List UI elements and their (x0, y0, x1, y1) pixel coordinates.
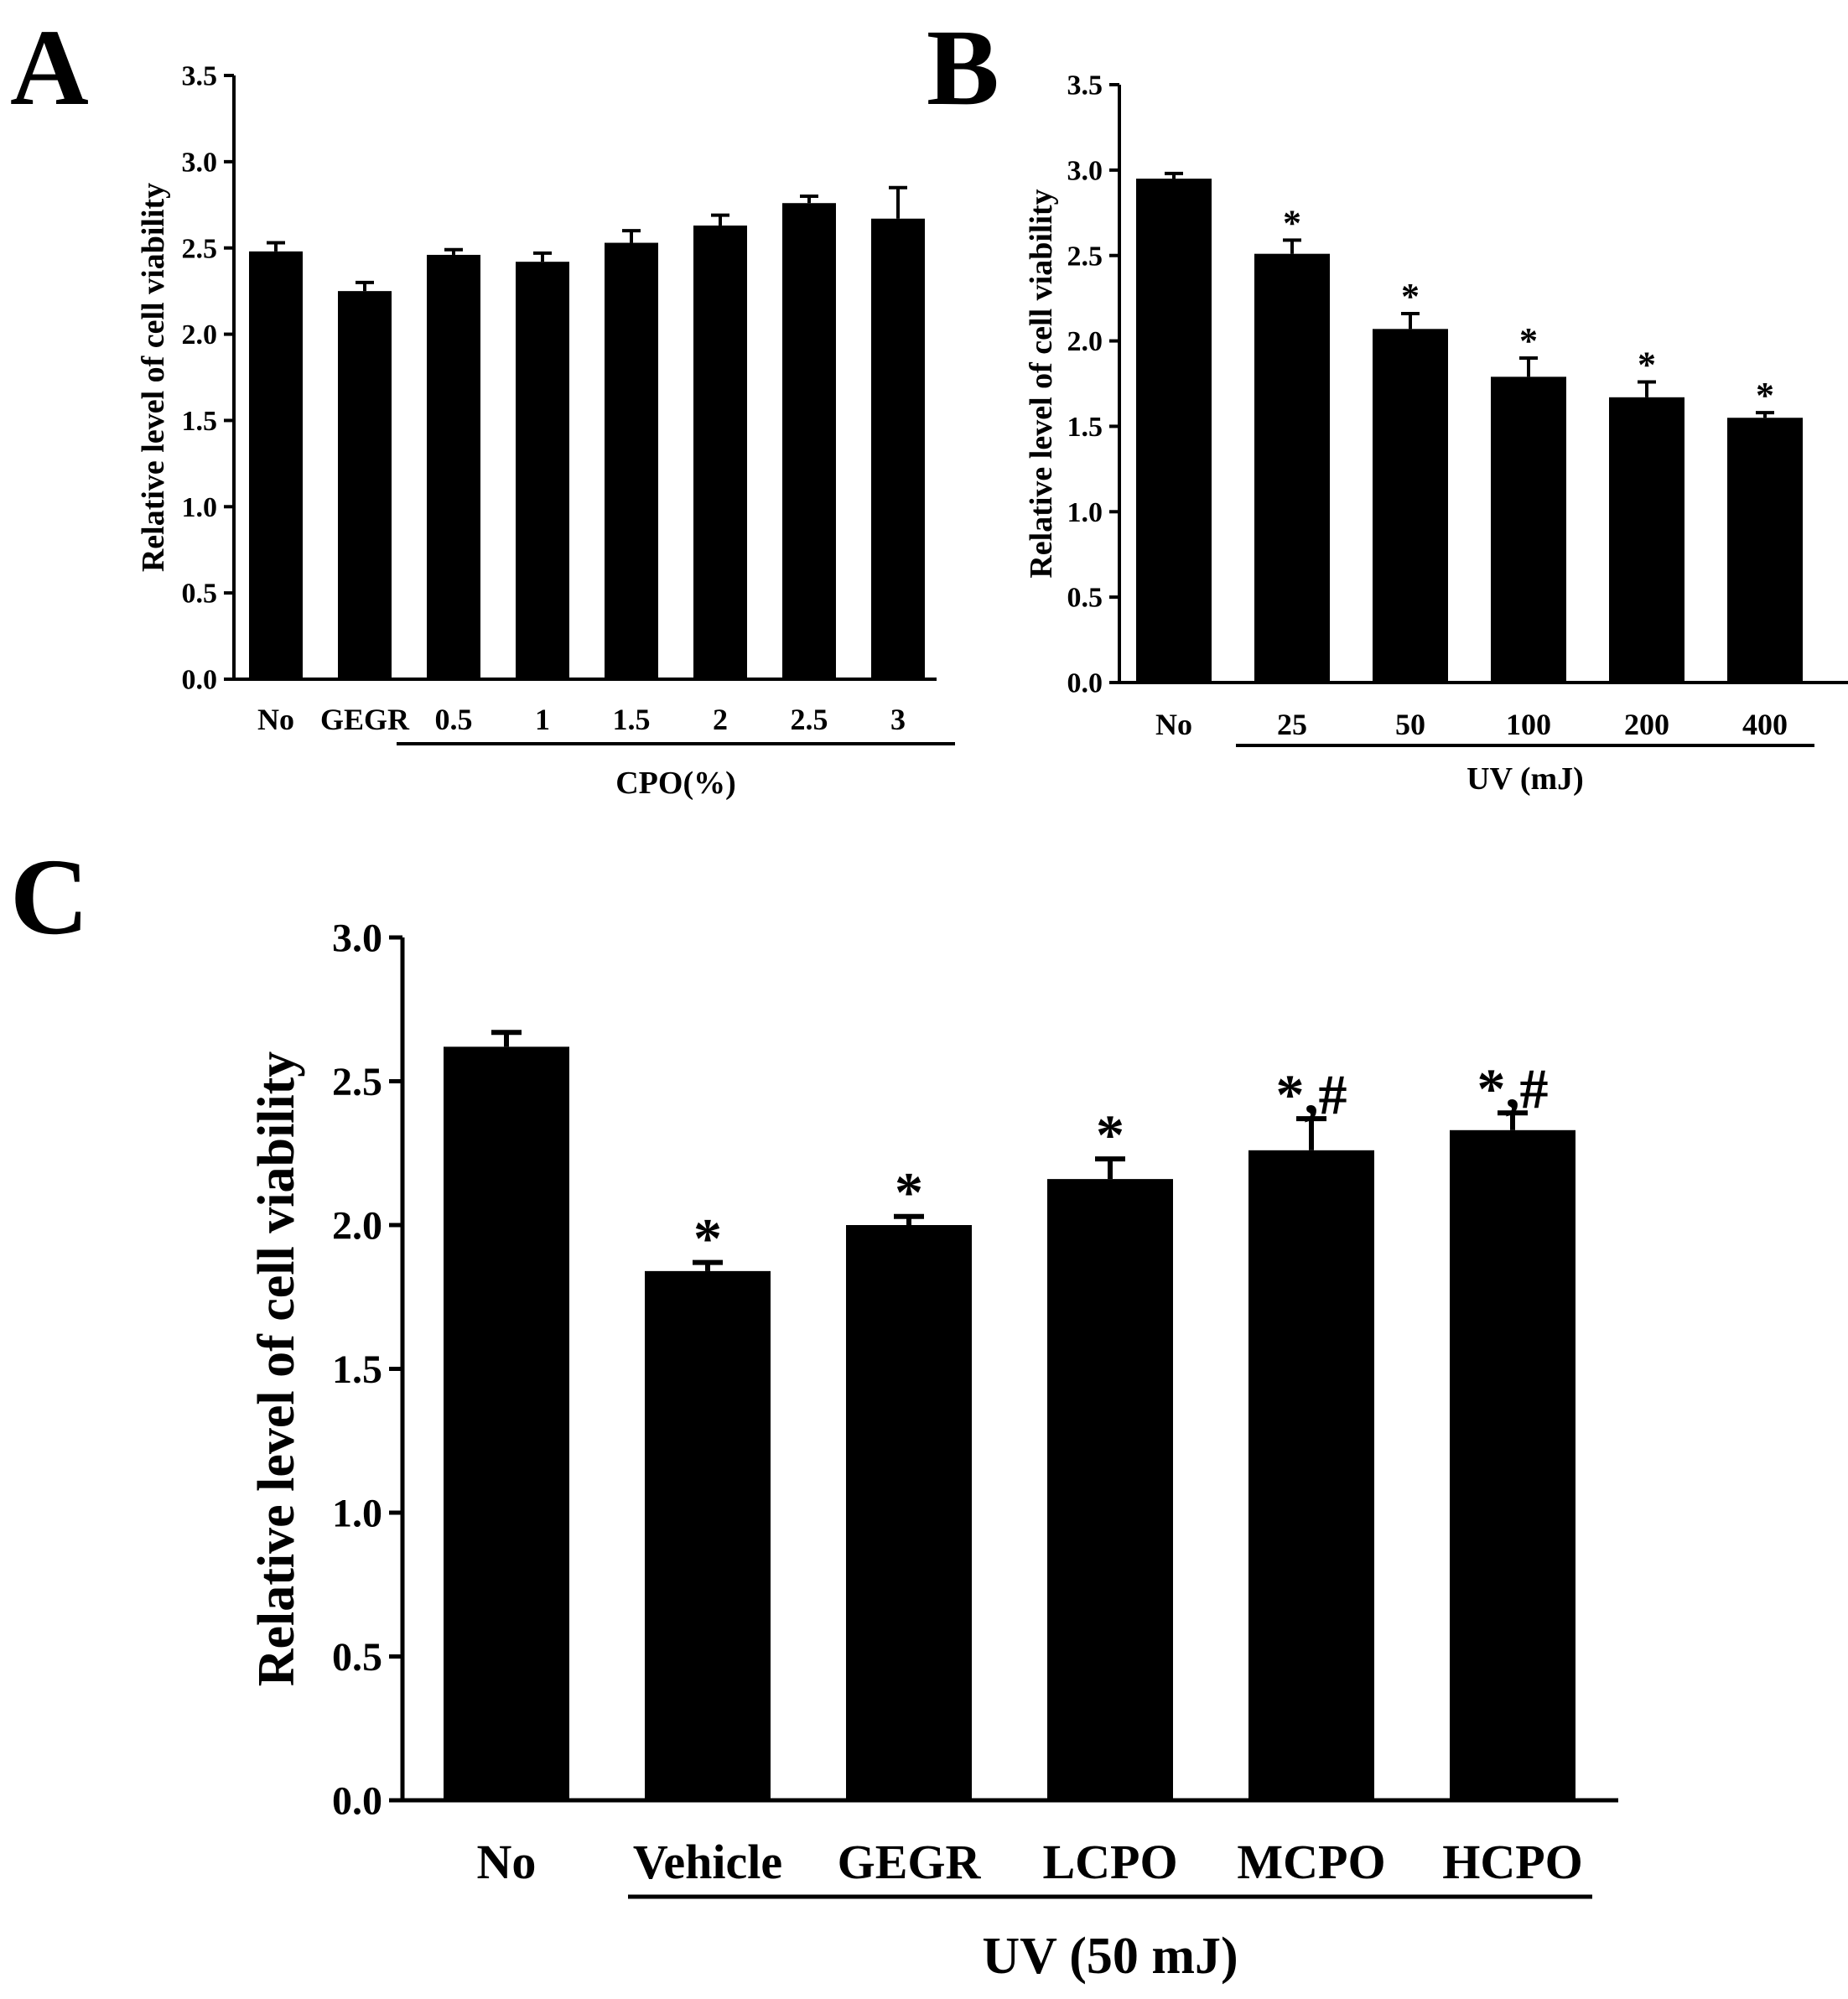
category-label: Vehicle (633, 1835, 782, 1889)
y-tick-label: 1.0 (1067, 497, 1103, 528)
significance-label: * (1283, 202, 1301, 243)
category-label: 200 (1624, 708, 1669, 741)
significance-label: * (1096, 1103, 1124, 1166)
panel-a-letter: A (10, 8, 89, 128)
y-tick-label: 3.0 (182, 147, 218, 178)
y-tick-label: 2.5 (332, 1060, 382, 1104)
y-tick-label: 2.5 (182, 233, 218, 264)
bar (516, 262, 569, 679)
bar (338, 291, 392, 679)
category-label: 2 (713, 703, 728, 736)
bar (846, 1225, 972, 1800)
category-label: 3 (890, 703, 906, 736)
bar (444, 1046, 569, 1800)
chart-a: 0.0 0.5 1.0 1.5 2.0 2.5 3.0 3.5 Relative level o… (136, 61, 955, 801)
category-label: GEGR (838, 1835, 982, 1889)
bar (249, 251, 303, 679)
y-tick-label: 2.5 (1067, 241, 1103, 272)
bar (1727, 418, 1803, 683)
bar (427, 254, 480, 679)
category-label: HCPO (1442, 1835, 1583, 1889)
chart-c: 0.0 0.5 1.0 1.5 2.0 2.5 3.0 Relative level of c… (248, 916, 1618, 1985)
y-tick-label: 2.0 (332, 1203, 382, 1248)
category-label: LCPO (1042, 1835, 1177, 1889)
y-tick-label: 2.0 (1067, 326, 1103, 357)
y-tick-label: 2.0 (182, 319, 218, 350)
group-label: UV (50 mJ) (982, 1928, 1238, 1985)
bar (1609, 397, 1684, 683)
bar (693, 225, 747, 679)
bar (1254, 253, 1330, 683)
bar (1047, 1179, 1173, 1800)
bar (1136, 179, 1212, 683)
significance-label: * (1638, 344, 1656, 385)
y-tick-label: 0.0 (1067, 668, 1103, 699)
significance-label: *,# (1276, 1062, 1347, 1126)
category-label: 25 (1277, 708, 1307, 741)
category-label: MCPO (1237, 1835, 1385, 1889)
category-label: 100 (1506, 708, 1551, 741)
significance-label: * (1519, 320, 1538, 361)
y-axis-label: Relative level of cell viability (248, 1051, 305, 1687)
significance-label: * (693, 1207, 722, 1270)
y-axis-label: Relative level of cell viability (1024, 189, 1059, 578)
group-label: CPO(%) (615, 766, 736, 801)
y-tick-label: 1.5 (332, 1347, 382, 1392)
y-tick-label: 1.5 (1067, 412, 1103, 443)
y-tick-label: 3.5 (1067, 70, 1103, 101)
bar (1373, 329, 1448, 683)
category-label: 0.5 (435, 703, 473, 736)
significance-label: * (1401, 276, 1420, 317)
y-tick-label: 1.0 (332, 1491, 382, 1535)
y-tick-label: 1.5 (182, 406, 218, 437)
category-label: 400 (1742, 708, 1788, 741)
y-tick-label: 0.5 (332, 1635, 382, 1680)
significance-label: *,# (1477, 1057, 1549, 1120)
significance-label: * (895, 1160, 923, 1224)
y-tick-label: 0.5 (1067, 583, 1103, 614)
y-tick-label: 0.0 (332, 1778, 382, 1823)
bar (871, 218, 925, 679)
panel-c-letter: C (10, 837, 89, 958)
category-label: 1 (535, 703, 550, 736)
bar (645, 1270, 771, 1800)
category-label: No (477, 1835, 537, 1889)
category-label: 1.5 (613, 703, 651, 736)
bar (782, 203, 836, 679)
bar (1248, 1150, 1374, 1800)
panel-b-letter: B (927, 8, 999, 128)
category-label: No (257, 703, 294, 736)
category-label: GEGR (320, 703, 410, 736)
y-tick-label: 1.0 (182, 492, 218, 523)
y-tick-label: 3.0 (332, 916, 382, 960)
y-axis-label: Relative level of cell viability (136, 183, 171, 572)
y-tick-label: 3.5 (182, 61, 218, 92)
y-tick-label: 0.5 (182, 579, 218, 610)
bar (605, 242, 658, 679)
group-label: UV (mJ) (1466, 761, 1584, 797)
significance-label: * (1756, 375, 1774, 416)
category-label: 2.5 (791, 703, 828, 736)
y-tick-label: 3.0 (1067, 155, 1103, 186)
category-label: No (1155, 708, 1192, 741)
bar (1450, 1129, 1575, 1800)
bar (1491, 376, 1566, 683)
category-label: 50 (1395, 708, 1425, 741)
y-tick-label: 0.0 (182, 665, 218, 696)
chart-b: 0.0 0.5 1.0 1.5 2.0 2.5 3.0 3.5 Relative level o… (1024, 70, 1848, 797)
